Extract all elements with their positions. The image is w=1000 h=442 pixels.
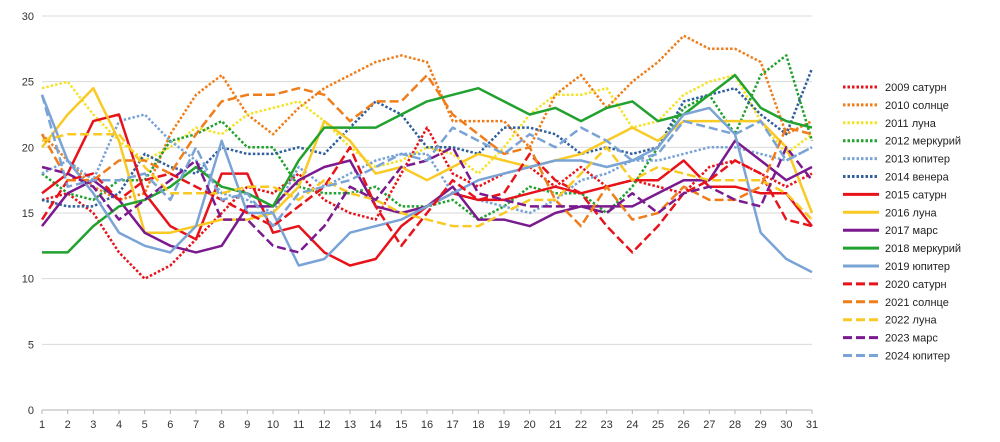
- legend-label: 2015 сатурн: [885, 189, 947, 201]
- series-line: [40, 73, 813, 228]
- series-lines: [40, 34, 814, 280]
- x-tick-label: 25: [652, 419, 664, 431]
- y-tick-label: 20: [22, 142, 34, 154]
- x-tick-label: 24: [626, 419, 638, 431]
- legend-label: 2009 сатурн: [885, 82, 947, 94]
- legend-label: 2014 венера: [885, 172, 950, 184]
- y-tick-label: 10: [22, 274, 34, 286]
- series-line: [40, 94, 813, 274]
- x-tick-label: 3: [90, 419, 96, 431]
- legend-label: 2024 юпитер: [885, 351, 950, 363]
- legend: 2009 сатурн 2010 солнце 2011 луна 2012 мерк…: [843, 82, 961, 363]
- y-tick-label: 0: [28, 405, 34, 417]
- x-tick-label: 9: [244, 419, 250, 431]
- y-tick-label: 15: [22, 208, 34, 220]
- x-tick-label: 10: [267, 419, 279, 431]
- legend-label: 2023 марс: [885, 333, 938, 345]
- x-tick-label: 23: [601, 419, 613, 431]
- legend-label: 2020 сатурн: [885, 279, 947, 291]
- legend-label: 2017 марс: [885, 225, 938, 237]
- x-tick-label: 16: [421, 419, 433, 431]
- x-tick-label: 8: [219, 419, 225, 431]
- x-tick-label: 18: [472, 419, 484, 431]
- x-tick-label: 17: [447, 419, 459, 431]
- x-tick-label: 5: [142, 419, 148, 431]
- x-tick-label: 19: [498, 419, 510, 431]
- legend-label: 2022 луна: [885, 315, 938, 327]
- y-tick-label: 30: [22, 11, 34, 23]
- legend-label: 2011 луна: [885, 118, 937, 130]
- x-tick-label: 30: [780, 419, 792, 431]
- x-tick-label: 26: [678, 419, 690, 431]
- legend-label: 2012 меркурий: [885, 136, 961, 148]
- x-tick-label: 29: [755, 419, 767, 431]
- y-tick-label: 5: [28, 339, 34, 351]
- series-line: [41, 139, 813, 254]
- x-tick-label: 22: [575, 419, 587, 431]
- x-axis-ticks: 1 2 3 4 5 6 7 8 9 10 11 12 13 14 15 16 17 18 19 20 21 22 23 24 2…: [39, 419, 818, 431]
- x-tick-label: 11: [293, 419, 304, 431]
- series-line: [40, 94, 813, 228]
- x-tick-label: 21: [549, 419, 561, 431]
- series-line: [41, 34, 813, 202]
- legend-label: 2021 солнце: [885, 297, 949, 309]
- series-line: [41, 68, 814, 208]
- x-tick-label: 12: [318, 419, 330, 431]
- x-tick-label: 1: [39, 419, 45, 431]
- y-tick-label: 25: [22, 77, 34, 89]
- x-tick-label: 14: [370, 419, 382, 431]
- x-tick-label: 7: [193, 419, 199, 431]
- x-tick-label: 28: [729, 419, 741, 431]
- legend-label: 2019 юпитер: [885, 261, 950, 273]
- x-tick-label: 15: [395, 419, 407, 431]
- legend-label: 2010 солнце: [885, 100, 949, 112]
- axes: [41, 409, 813, 414]
- x-tick-label: 6: [167, 419, 173, 431]
- series-line: [41, 54, 814, 221]
- x-tick-label: 4: [116, 419, 122, 431]
- x-tick-label: 2: [65, 419, 71, 431]
- x-tick-label: 31: [806, 419, 818, 431]
- series-line: [41, 132, 813, 228]
- legend-label: 2018 меркурий: [885, 243, 961, 255]
- x-tick-label: 27: [703, 419, 715, 431]
- x-tick-label: 20: [524, 419, 536, 431]
- legend-label: 2016 луна: [885, 207, 938, 219]
- legend-label: 2013 юпитер: [885, 154, 950, 166]
- series-line: [40, 146, 813, 254]
- x-tick-label: 13: [344, 419, 356, 431]
- series-line: [41, 146, 813, 254]
- y-axis-ticks: 0 5 10 15 20 25 30: [22, 11, 34, 417]
